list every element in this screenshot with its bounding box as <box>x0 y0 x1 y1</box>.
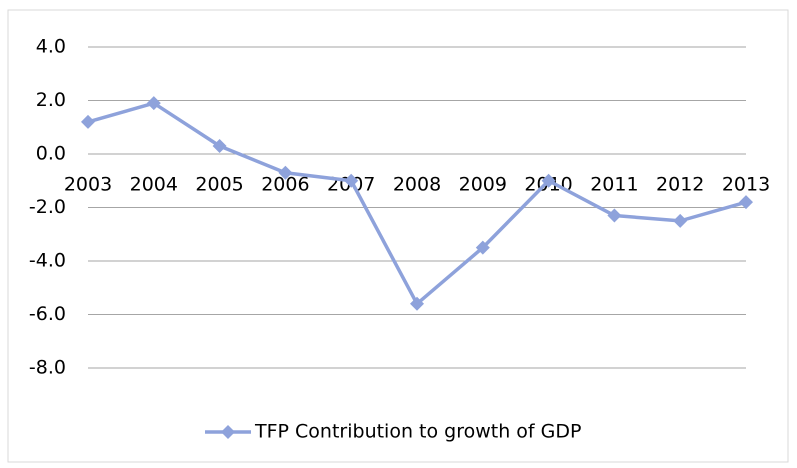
chart-frame <box>7 9 789 463</box>
y-tick-label: -6.0 <box>29 303 66 325</box>
x-tick-label: 2003 <box>64 174 112 196</box>
data-point <box>673 213 688 228</box>
x-tick-label: 2005 <box>195 174 243 196</box>
legend-marker <box>221 425 235 439</box>
x-tick-label: 2012 <box>656 174 704 196</box>
data-point <box>344 173 359 188</box>
y-tick-label: -2.0 <box>29 196 66 218</box>
data-point <box>607 208 622 223</box>
legend-label: TFP Contribution to growth of GDP <box>254 421 581 443</box>
y-tick-label: -8.0 <box>29 357 66 379</box>
y-tick-label: 2.0 <box>36 89 66 111</box>
data-point <box>410 296 424 311</box>
x-tick-label: 2011 <box>590 174 638 196</box>
x-tick-label: 2008 <box>393 174 441 196</box>
y-tick-label: 4.0 <box>36 36 66 58</box>
data-point <box>81 114 95 129</box>
data-point <box>541 173 556 188</box>
data-point <box>146 96 161 111</box>
x-tick-label: 2004 <box>130 174 178 196</box>
x-tick-label: 2006 <box>261 174 309 196</box>
data-point <box>739 195 753 210</box>
data-point <box>475 240 490 255</box>
y-tick-label: 0.0 <box>36 143 66 165</box>
x-tick-label: 2009 <box>459 174 507 196</box>
y-tick-label: -4.0 <box>29 250 66 272</box>
data-point <box>278 165 293 180</box>
data-point <box>212 138 227 153</box>
x-tick-label: 2013 <box>722 174 770 196</box>
